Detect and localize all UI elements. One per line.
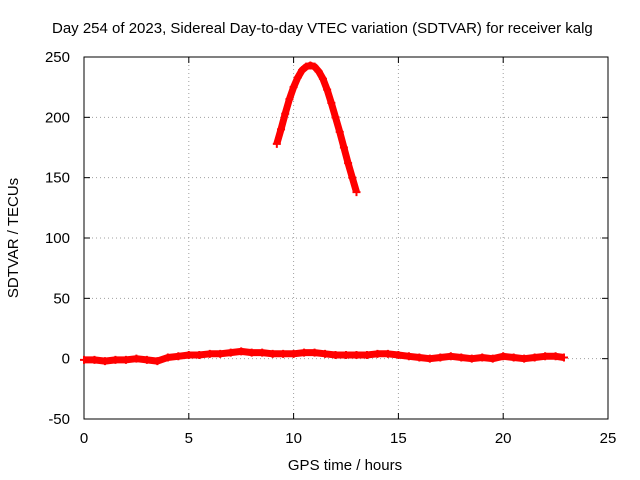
data-point [205,349,214,358]
x-tick-label: 0 [80,430,88,447]
y-tick-label: 200 [45,109,70,126]
data-point [478,353,487,362]
x-tick-label: 10 [285,430,302,447]
data-point [281,109,290,118]
data-point [394,351,403,360]
data-point [302,62,311,71]
data-point [327,98,336,107]
data-point [272,139,281,148]
data-point [488,354,497,363]
data-point [163,353,172,362]
y-tick-label: 50 [53,290,70,307]
data-point [335,127,344,136]
data-point [457,353,466,362]
data-point [268,349,277,358]
data-point [352,188,361,197]
y-tick-label: 100 [45,230,70,247]
data-point [195,351,204,360]
y-tick-label: 0 [62,351,70,368]
data-point [499,352,508,361]
data-point [331,351,340,360]
data-point [310,348,319,357]
data-point [342,351,350,360]
data-point [425,354,434,363]
data-point [142,355,151,364]
data-point [121,355,130,364]
data-point [373,349,382,358]
data-point [300,348,309,357]
data-point [404,352,413,361]
y-tick-label: 150 [45,170,70,187]
data-point [446,352,455,361]
x-tick-label: 5 [185,430,193,447]
data-point [530,353,539,362]
series-arc [272,61,361,197]
grid-layer [84,57,608,419]
data-point [541,352,550,361]
x-axis-label: GPS time / hours [288,457,402,474]
data-point [344,159,353,168]
x-tick-label: 15 [390,430,407,447]
series-layer [80,61,568,366]
data-point [348,173,357,182]
data-point [153,357,162,366]
data-point [436,353,445,362]
data-point [293,73,302,82]
data-point [339,143,348,152]
data-point [216,349,225,358]
data-point [285,95,294,104]
y-axis-label: SDTVAR / TECUs [5,178,22,298]
chart-title: Day 254 of 2023, Sidereal Day-to-day VTE… [52,20,593,37]
data-point [520,354,529,363]
data-point [323,85,332,94]
tick-layer: 0 5 10 15 20 25 -50 0 50 100 150 200 250 [45,49,616,447]
data-point [258,348,267,357]
data-point [297,66,306,75]
data-point [331,113,340,122]
data-point [277,125,286,134]
data-point [551,352,560,361]
data-point [226,348,235,357]
data-point [111,355,120,364]
data-point [100,357,109,366]
data-point [247,348,256,357]
data-point [306,61,315,70]
data-point [559,353,568,362]
series-baseline [80,347,568,366]
data-point [184,351,193,360]
data-point [467,354,476,363]
data-point [352,351,361,360]
data-point [132,354,141,363]
x-tick-label: 20 [495,430,512,447]
y-tick-label: -50 [48,411,70,428]
data-point [279,349,288,358]
data-point [90,355,99,364]
y-tick-label: 250 [45,49,70,66]
data-point [289,83,298,92]
data-point [310,62,319,71]
x-tick-label: 25 [600,430,617,447]
series-line-arc [273,61,360,194]
data-point [509,353,518,362]
plot-frame [83,56,609,420]
data-point [289,349,298,358]
data-point [318,74,327,83]
data-point [321,349,330,358]
data-point [237,347,246,356]
data-point [80,355,88,364]
data-point [415,353,424,362]
data-point [174,352,183,361]
data-point [362,351,371,360]
data-point [314,67,323,76]
data-point [383,349,392,358]
